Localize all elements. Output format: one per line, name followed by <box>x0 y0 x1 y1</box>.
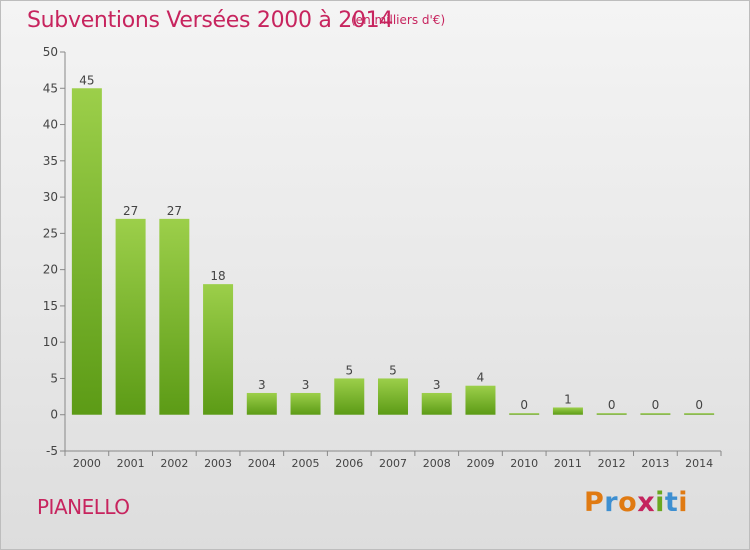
data-label: 0 <box>695 398 703 412</box>
data-label: 0 <box>608 398 616 412</box>
bar <box>203 284 234 415</box>
logo-letter: t <box>664 487 679 518</box>
chart-unit: (en milliers d'€) <box>351 13 446 27</box>
data-label: 5 <box>389 363 397 377</box>
bar <box>71 88 102 415</box>
y-tick-label: 0 <box>50 408 58 422</box>
bar <box>334 378 365 415</box>
bar <box>465 385 496 415</box>
y-tick-label: 15 <box>43 299 58 313</box>
commune-name: PIANELLO <box>37 495 130 519</box>
data-label: 5 <box>345 363 353 377</box>
x-tick-label: 2003 <box>204 457 232 470</box>
x-tick-label: 2013 <box>641 457 669 470</box>
data-label: 45 <box>79 73 94 87</box>
data-label: 18 <box>210 269 225 283</box>
x-tick-label: 2000 <box>73 457 101 470</box>
proxiti-logo: Proxiti <box>584 487 688 518</box>
y-tick-label: -5 <box>46 444 58 458</box>
y-tick-label: 35 <box>43 154 58 168</box>
bar <box>596 413 627 415</box>
x-tick-label: 2012 <box>598 457 626 470</box>
bar <box>421 392 452 415</box>
bar <box>684 413 715 415</box>
chart-title: Subventions Versées 2000 à 2014 <box>27 8 394 33</box>
x-tick-label: 2014 <box>685 457 713 470</box>
bar <box>378 378 408 415</box>
bar <box>115 218 146 415</box>
data-label: 3 <box>433 378 441 392</box>
data-label: 27 <box>167 204 182 218</box>
y-tick-label: 5 <box>50 371 58 385</box>
data-label: 0 <box>520 398 528 412</box>
x-tick-label: 2008 <box>423 457 451 470</box>
data-label: 0 <box>652 398 660 412</box>
x-tick-label: 2005 <box>292 457 320 470</box>
y-tick-label: 20 <box>43 263 58 277</box>
bar <box>290 392 321 415</box>
logo-letter: x <box>637 487 656 518</box>
bar <box>552 407 583 415</box>
bar <box>509 413 540 415</box>
logo-letter: i <box>655 487 665 518</box>
data-label: 1 <box>564 392 572 406</box>
data-label: 27 <box>123 204 138 218</box>
y-tick-label: 40 <box>43 118 58 132</box>
bar <box>159 218 190 415</box>
bar <box>640 413 671 415</box>
bar <box>246 392 277 415</box>
data-label: 3 <box>258 378 266 392</box>
x-tick-label: 2007 <box>379 457 407 470</box>
y-tick-label: 50 <box>43 45 58 59</box>
y-tick-label: 25 <box>43 226 58 240</box>
data-label: 3 <box>302 378 310 392</box>
x-tick-label: 2009 <box>466 457 494 470</box>
logo-letter: P <box>584 487 605 518</box>
logo-letter: i <box>678 487 689 518</box>
x-tick-label: 2004 <box>248 457 276 470</box>
y-tick-label: 10 <box>43 335 58 349</box>
x-tick-label: 2011 <box>554 457 582 470</box>
y-tick-label: 45 <box>43 81 58 95</box>
logo-letter: o <box>618 487 638 518</box>
x-tick-label: 2002 <box>160 457 188 470</box>
logo-letter: r <box>604 487 619 518</box>
y-tick-label: 30 <box>43 190 58 204</box>
data-label: 4 <box>477 371 485 385</box>
x-tick-label: 2006 <box>335 457 363 470</box>
x-tick-label: 2010 <box>510 457 538 470</box>
x-tick-label: 2001 <box>117 457 145 470</box>
